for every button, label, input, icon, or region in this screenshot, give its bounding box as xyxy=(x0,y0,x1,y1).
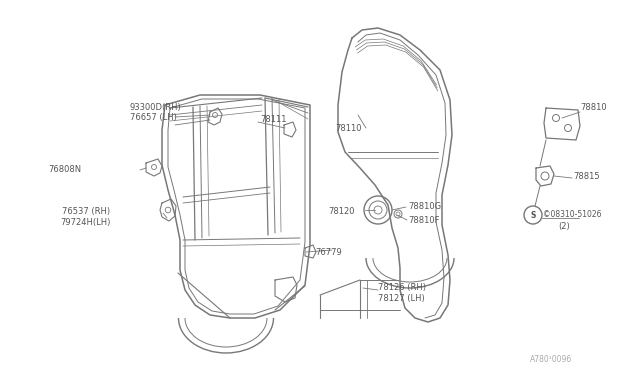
Text: S: S xyxy=(531,211,536,219)
Text: 78815: 78815 xyxy=(573,172,600,181)
Text: A780¹0096: A780¹0096 xyxy=(530,355,572,364)
Text: 93300D(RH): 93300D(RH) xyxy=(130,103,182,112)
Text: 76657 (LH): 76657 (LH) xyxy=(130,113,177,122)
Text: 78810F: 78810F xyxy=(408,216,440,225)
Text: (2): (2) xyxy=(558,222,570,231)
Text: 76808N: 76808N xyxy=(48,165,81,174)
Text: 78127 (LH): 78127 (LH) xyxy=(378,294,425,303)
Text: 78111: 78111 xyxy=(260,115,287,124)
Text: 76779: 76779 xyxy=(315,248,342,257)
Text: 76537 (RH): 76537 (RH) xyxy=(62,207,110,216)
Text: 78110: 78110 xyxy=(335,124,362,133)
Text: 79724H(LH): 79724H(LH) xyxy=(60,218,110,227)
Text: 78126 (RH): 78126 (RH) xyxy=(378,283,426,292)
Text: 78120: 78120 xyxy=(328,207,355,216)
Text: ©08310-51026: ©08310-51026 xyxy=(543,210,602,219)
Text: 78810G: 78810G xyxy=(408,202,441,211)
Text: 78810: 78810 xyxy=(580,103,607,112)
